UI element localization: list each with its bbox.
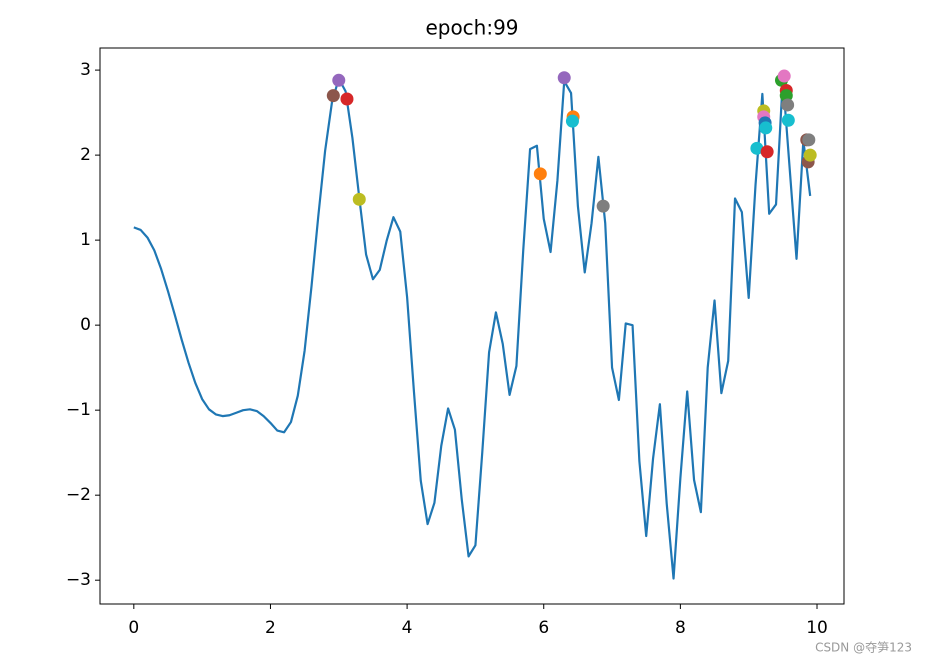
x-tick-label: 8 xyxy=(675,618,686,638)
scatter-point xyxy=(340,92,354,106)
y-tick-label: 2 xyxy=(80,145,91,165)
line xyxy=(133,77,812,580)
y-tick-label: 1 xyxy=(80,230,91,250)
x-tick-label: 2 xyxy=(265,618,276,638)
scatter-point xyxy=(352,192,366,206)
scatter-point xyxy=(803,148,817,162)
scatter-point xyxy=(565,114,579,128)
x-tick-label: 0 xyxy=(128,618,139,638)
plot-frame xyxy=(99,47,845,605)
scatter-point xyxy=(557,71,571,85)
y-tick-label: −2 xyxy=(66,485,91,505)
scatter-point xyxy=(760,145,774,159)
chart-title: epoch:99 xyxy=(425,16,518,40)
scatter-point xyxy=(802,133,816,147)
y-tick-label: −1 xyxy=(66,400,91,420)
scatter-point xyxy=(326,89,340,103)
watermark: CSDN @夺笋123 xyxy=(815,640,912,655)
scatter-point xyxy=(332,73,346,87)
y-tick-label: 0 xyxy=(80,315,91,335)
x-tick-label: 10 xyxy=(806,618,828,638)
x-tick-label: 6 xyxy=(538,618,549,638)
y-tick-label: −3 xyxy=(66,570,91,590)
scatter-point xyxy=(781,113,795,127)
y-tick-label: 3 xyxy=(80,60,91,80)
scatter-point xyxy=(759,121,773,135)
scatter-point xyxy=(533,167,547,181)
scatter-point xyxy=(781,98,795,112)
scatter-point xyxy=(596,199,610,213)
scatter-point xyxy=(750,141,764,155)
x-tick-label: 4 xyxy=(402,618,413,638)
scatter-point xyxy=(777,69,791,83)
